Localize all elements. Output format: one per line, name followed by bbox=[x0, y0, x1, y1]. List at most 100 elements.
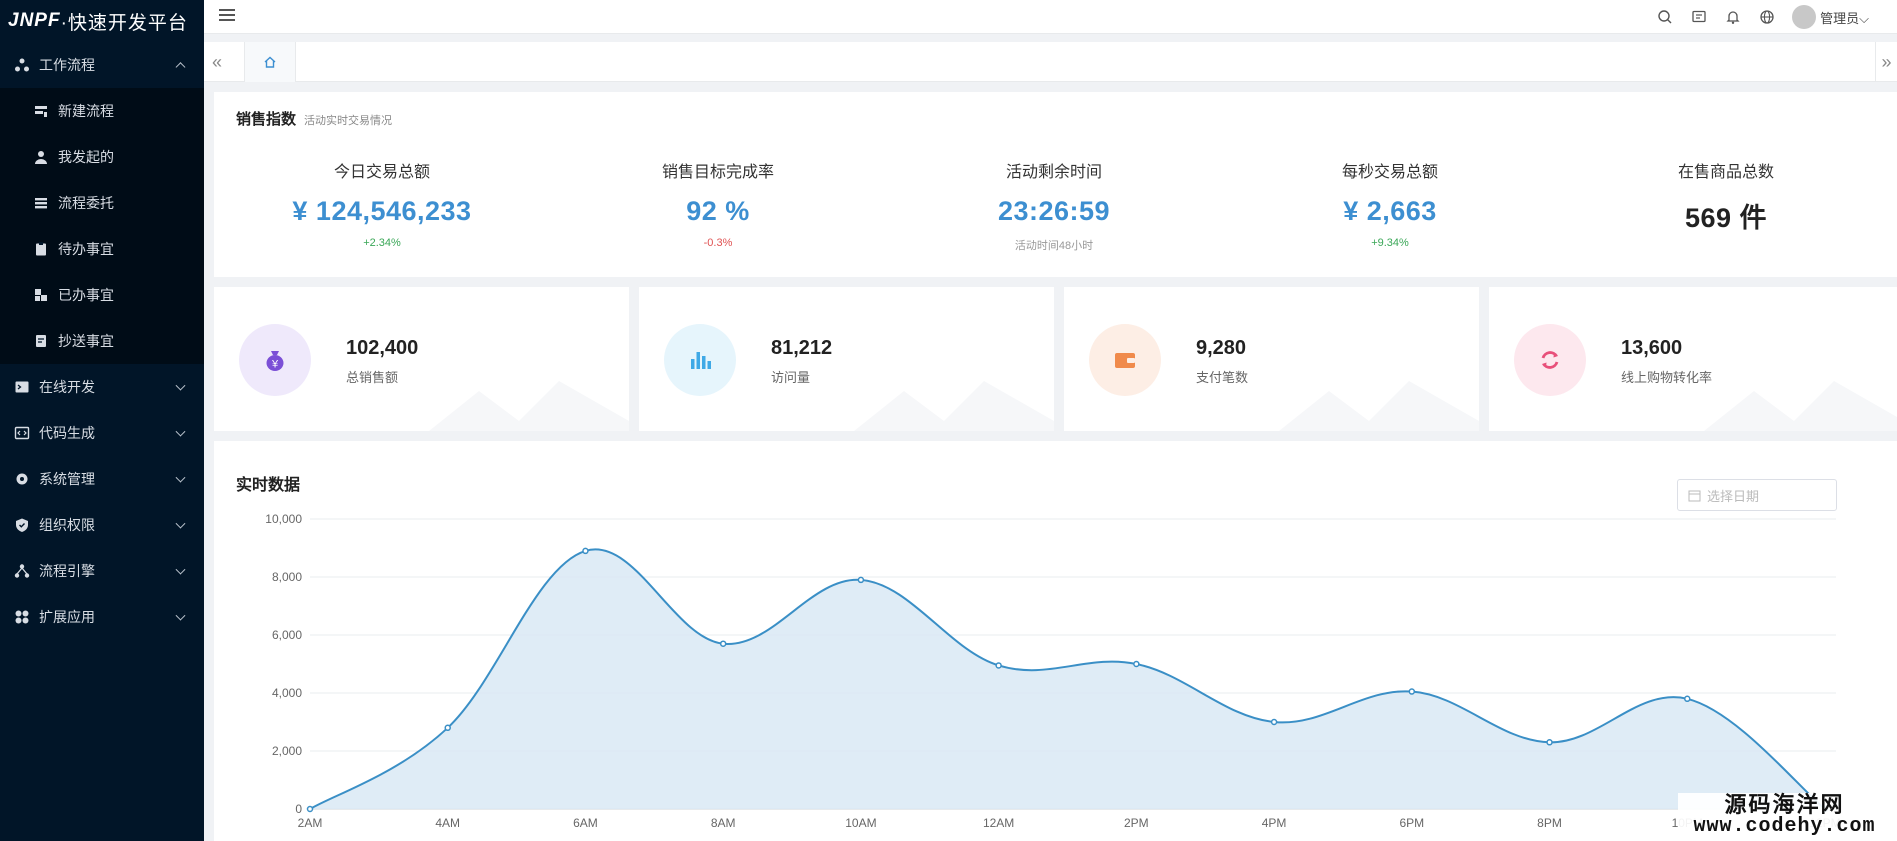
workflow-icon bbox=[14, 57, 30, 73]
data-point[interactable] bbox=[857, 576, 865, 584]
x-tick-label: 2PM bbox=[1124, 816, 1149, 830]
data-point[interactable] bbox=[582, 547, 589, 555]
avatar[interactable] bbox=[1792, 5, 1817, 29]
tab-scroll-right-icon[interactable]: » bbox=[1875, 42, 1897, 82]
stat-change: +2.34% bbox=[363, 237, 401, 249]
summary-card: 81,212 访问量 bbox=[639, 287, 1054, 431]
chevron-down-icon bbox=[175, 564, 186, 575]
sidebar-item-label: 代码生成 bbox=[39, 425, 95, 441]
data-point[interactable] bbox=[1133, 660, 1140, 668]
engine-icon bbox=[14, 563, 30, 579]
sidebar-item-label: 已办事宜 bbox=[58, 287, 114, 303]
search-icon[interactable] bbox=[1648, 0, 1682, 34]
terminal-icon bbox=[14, 379, 30, 395]
data-point[interactable] bbox=[719, 640, 727, 647]
data-point[interactable] bbox=[1546, 739, 1553, 746]
sidebar-item-4[interactable]: 待办事宜 bbox=[0, 226, 204, 272]
stat-change: 活动时间48小时 bbox=[1014, 240, 1094, 252]
data-point[interactable] bbox=[1684, 695, 1691, 703]
bar-chart-icon bbox=[664, 324, 736, 396]
summary-label: 总销售额 bbox=[346, 370, 399, 385]
realtime-area-chart: 0 2,000 4,000 6,000 8,000 10,000 2AM 4AM 6AM 8AM 1… bbox=[265, 512, 1840, 830]
money-bag-icon: ¥ bbox=[239, 324, 311, 396]
logo-brand: JNPF bbox=[8, 10, 61, 31]
stat-value: 23:26:59 bbox=[997, 196, 1111, 226]
user-name: 管理员 bbox=[1820, 10, 1860, 26]
stat-change: -0.3% bbox=[703, 237, 733, 249]
sidebar-item-10[interactable]: 组织权限 bbox=[0, 502, 204, 548]
y-tick-label: 4,000 bbox=[272, 686, 302, 700]
data-point[interactable] bbox=[1270, 718, 1278, 726]
sidebar-item-11[interactable]: 流程引擎 bbox=[0, 548, 204, 594]
series-line bbox=[309, 548, 1826, 810]
chevron-up-icon bbox=[175, 62, 186, 73]
tab-home[interactable] bbox=[244, 42, 296, 82]
sidebar-item-8[interactable]: 代码生成 bbox=[0, 410, 204, 456]
sidebar-item-3[interactable]: 流程委托 bbox=[0, 180, 204, 226]
watermark-line1: 源码海洋网 bbox=[1724, 792, 1845, 817]
globe-icon[interactable] bbox=[1750, 0, 1784, 34]
stat-value: 569 件 bbox=[1684, 203, 1768, 233]
tab-scroll-left-icon[interactable]: « bbox=[212, 52, 223, 72]
x-tick-label: 12AM bbox=[983, 816, 1014, 830]
menu-toggle-icon[interactable] bbox=[219, 9, 235, 23]
sidebar-item-6[interactable]: 抄送事宜 bbox=[0, 318, 204, 364]
bell-icon[interactable] bbox=[1716, 0, 1750, 34]
summary-card: ¥102,400 总销售额 bbox=[214, 287, 629, 431]
x-tick-label: 6PM bbox=[1399, 816, 1424, 830]
x-tick-label: 4PM bbox=[1262, 816, 1287, 830]
summary-label: 支付笔数 bbox=[1196, 370, 1249, 385]
date-picker-placeholder: 选择日期 bbox=[1707, 488, 1760, 504]
sales-index-card: 销售指数 活动实时交易情况 今日交易总额 ¥ 124,546,233 +2.34% 销售… bbox=[214, 92, 1897, 277]
realtime-chart-card: 实时数据 选择日期 0 2,000 4,000 6,000 8,000 10,000 2AM… bbox=[214, 441, 1897, 841]
sales-stat: 今日交易总额 ¥ 124,546,233 +2.34% bbox=[214, 158, 550, 249]
data-point[interactable] bbox=[1408, 688, 1416, 695]
date-picker[interactable]: 选择日期 bbox=[1677, 479, 1837, 511]
sidebar-item-2[interactable]: 我发起的 bbox=[0, 134, 204, 180]
done-icon bbox=[33, 287, 49, 303]
sales-stat: 在售商品总数 569 件 bbox=[1558, 158, 1894, 245]
stat-label: 每秒交易总额 bbox=[1341, 164, 1438, 181]
sidebar-item-9[interactable]: 系统管理 bbox=[0, 456, 204, 502]
summary-card: 13,600 线上购物转化率 bbox=[1489, 287, 1897, 431]
sidebar-item-label: 我发起的 bbox=[58, 149, 114, 165]
svg-text:¥: ¥ bbox=[271, 359, 279, 371]
watermark: 源码海洋网 www.codehy.com bbox=[1678, 793, 1891, 837]
copy-icon bbox=[33, 333, 49, 349]
wallet-icon bbox=[1089, 324, 1161, 396]
sidebar-item-label: 扩展应用 bbox=[39, 609, 95, 625]
x-tick-label: 4AM bbox=[435, 816, 460, 830]
x-tick-label: 6AM bbox=[573, 816, 598, 830]
sidebar-item-label: 工作流程 bbox=[39, 57, 95, 73]
sidebar-item-7[interactable]: 在线开发 bbox=[0, 364, 204, 410]
data-point[interactable] bbox=[444, 724, 451, 732]
stat-change: +9.34% bbox=[1371, 237, 1409, 249]
sidebar-item-label: 组织权限 bbox=[39, 517, 95, 533]
sidebar-item-0[interactable]: 工作流程 bbox=[0, 42, 204, 88]
stat-value: ¥ 124,546,233 bbox=[292, 196, 472, 226]
y-tick-label: 8,000 bbox=[272, 570, 302, 584]
stat-label: 销售目标完成率 bbox=[661, 164, 774, 181]
sidebar-item-5[interactable]: 已办事宜 bbox=[0, 272, 204, 318]
logo-text: ·快速开发平台 bbox=[60, 12, 188, 34]
stat-label: 今日交易总额 bbox=[333, 164, 430, 181]
app-logo[interactable]: JNPF ·快速开发平台 bbox=[0, 0, 204, 42]
calendar-icon bbox=[1688, 490, 1701, 501]
summary-value: 9,280 bbox=[1196, 337, 1247, 359]
y-tick-label: 10,000 bbox=[265, 512, 302, 526]
data-point[interactable] bbox=[306, 805, 314, 813]
sidebar: JNPF ·快速开发平台 工作流程新建流程我发起的流程委托 待办事宜已办事宜抄送事… bbox=[0, 0, 204, 841]
user-menu[interactable]: 管理员⌵ bbox=[1820, 8, 1869, 27]
card-decoration bbox=[429, 381, 629, 431]
sidebar-item-12[interactable]: 扩展应用 bbox=[0, 594, 204, 640]
sidebar-item-1[interactable]: 新建流程 bbox=[0, 88, 204, 134]
header-actions: 管理员⌵ bbox=[1648, 0, 1897, 34]
summary-value: 81,212 bbox=[771, 337, 833, 359]
sidebar-item-label: 系统管理 bbox=[39, 471, 95, 487]
chevron-down-icon bbox=[175, 472, 186, 483]
message-icon[interactable] bbox=[1682, 0, 1716, 34]
shield-icon bbox=[14, 517, 30, 533]
sidebar-item-label: 在线开发 bbox=[39, 379, 95, 395]
data-point[interactable] bbox=[995, 662, 1002, 669]
x-tick-label: 8AM bbox=[711, 816, 736, 830]
